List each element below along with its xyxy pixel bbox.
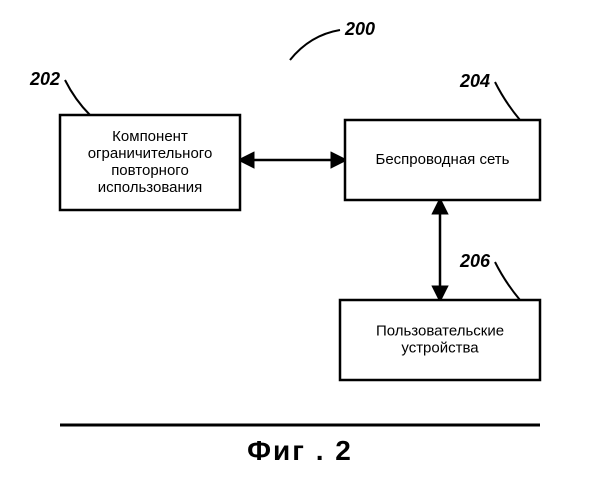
node-n202: Компонентограничительногоповторногоиспол… [29,69,240,210]
title-ref-leader [290,30,340,60]
node-label-n204-l0: Беспроводная сеть [375,151,509,168]
node-label-n206-l1: устройства [401,339,479,356]
title-ref-label: 200 [344,19,375,39]
node-label-n202-l3: использования [98,179,203,196]
ref-leader-n204 [495,82,520,120]
ref-label-n202: 202 [29,69,60,89]
ref-leader-n202 [65,80,90,115]
ref-leader-n206 [495,262,520,300]
node-label-n202-l1: ограничительного [88,145,213,162]
node-label-n202-l2: повторного [111,162,189,179]
node-n204: Беспроводная сеть 204 [345,71,540,200]
figure-caption: Фиг . 2 [247,435,353,466]
ref-label-n204: 204 [459,71,490,91]
node-label-n206-l0: Пользовательские [376,322,504,339]
node-label-n202-l0: Компонент [112,128,188,145]
ref-label-n206: 206 [459,251,491,271]
